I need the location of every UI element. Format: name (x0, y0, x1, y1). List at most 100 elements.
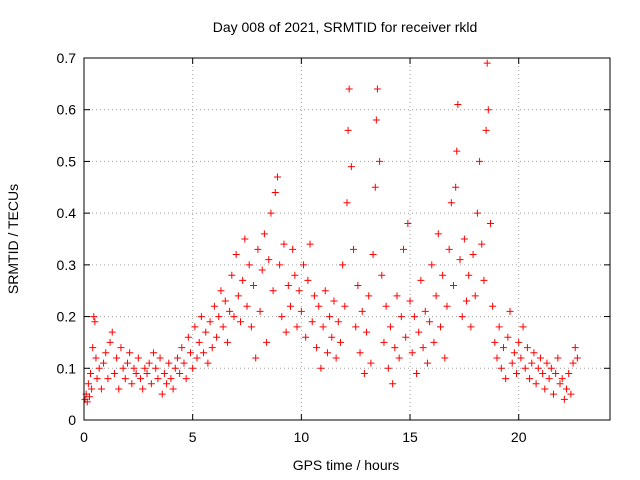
data-point (515, 338, 523, 346)
data-point (372, 116, 380, 124)
data-point (486, 219, 494, 227)
data-point (356, 349, 364, 357)
data-point (432, 292, 440, 300)
data-point (463, 297, 471, 305)
data-point (497, 364, 505, 372)
data-point (193, 354, 201, 362)
data-point (313, 344, 321, 352)
data-point (147, 380, 155, 388)
data-point (528, 359, 536, 367)
data-point (137, 375, 145, 383)
y-axis-label: SRMTID / TECUs (5, 184, 21, 294)
data-point (545, 375, 553, 383)
data-point (495, 323, 503, 331)
data-point (471, 292, 479, 300)
data-point (376, 157, 384, 165)
data-point (558, 375, 566, 383)
chart-title: Day 008 of 2021, SRMTID for receiver rkl… (213, 19, 478, 35)
data-point (195, 338, 203, 346)
x-axis-label: GPS time / hours (293, 457, 400, 473)
data-point (484, 106, 492, 114)
data-point (344, 126, 352, 134)
data-point (263, 338, 271, 346)
data-point (473, 209, 481, 217)
data-point (371, 183, 379, 191)
x-tick-label: 15 (402, 429, 418, 445)
data-point (180, 359, 188, 367)
data-point (563, 385, 571, 393)
x-tick-label: 0 (80, 429, 88, 445)
data-point (265, 256, 273, 264)
data-point (236, 318, 244, 326)
data-point (417, 276, 425, 284)
data-point (343, 199, 351, 207)
data-point (184, 333, 192, 341)
data-point (469, 251, 477, 259)
data-point (573, 354, 581, 362)
data-point (297, 307, 305, 315)
data-points (81, 59, 581, 406)
data-point (521, 364, 529, 372)
data-point (128, 380, 136, 388)
data-point (232, 251, 240, 259)
x-tick-label: 5 (189, 429, 197, 445)
data-point (130, 364, 138, 372)
data-point (247, 323, 255, 331)
data-point (234, 292, 242, 300)
data-point (393, 292, 401, 300)
data-point (278, 313, 286, 321)
data-point (286, 302, 294, 310)
data-point (384, 364, 392, 372)
data-point (258, 266, 266, 274)
data-point (113, 354, 121, 362)
data-point (402, 333, 410, 341)
data-point (406, 297, 414, 305)
data-point (306, 240, 314, 248)
data-point (221, 297, 229, 305)
data-point (415, 328, 423, 336)
data-point (321, 287, 329, 295)
data-point (534, 364, 542, 372)
data-point (252, 354, 260, 362)
y-tick-label: 0.1 (57, 360, 77, 376)
data-point (85, 393, 93, 401)
data-point (169, 385, 177, 393)
data-point (206, 318, 214, 326)
data-point (110, 369, 118, 377)
x-tick-label: 20 (511, 429, 527, 445)
data-point (408, 349, 416, 357)
data-point (536, 354, 544, 362)
data-point (200, 349, 208, 357)
data-point (358, 307, 366, 315)
data-point (230, 313, 238, 321)
data-point (167, 375, 175, 383)
data-point (456, 256, 464, 264)
data-point (119, 364, 127, 372)
data-point (289, 245, 297, 253)
data-point (339, 261, 347, 269)
y-tick-label: 0.6 (57, 102, 77, 118)
data-point (397, 313, 405, 321)
data-point (378, 271, 386, 279)
grid-lines (84, 58, 610, 420)
data-point (315, 302, 323, 310)
data-point (178, 344, 186, 352)
data-point (395, 354, 403, 362)
data-point (552, 369, 560, 377)
data-point (502, 375, 510, 383)
data-point (386, 323, 394, 331)
data-point (197, 313, 205, 321)
data-point (173, 354, 181, 362)
data-point (273, 173, 281, 181)
data-point (189, 364, 197, 372)
data-point (373, 85, 381, 93)
data-point (250, 282, 258, 290)
data-point (228, 271, 236, 279)
data-point (476, 157, 484, 165)
data-point (443, 302, 451, 310)
data-point (291, 271, 299, 279)
data-point (367, 359, 375, 367)
data-point (163, 380, 171, 388)
x-tick-label: 10 (294, 429, 310, 445)
